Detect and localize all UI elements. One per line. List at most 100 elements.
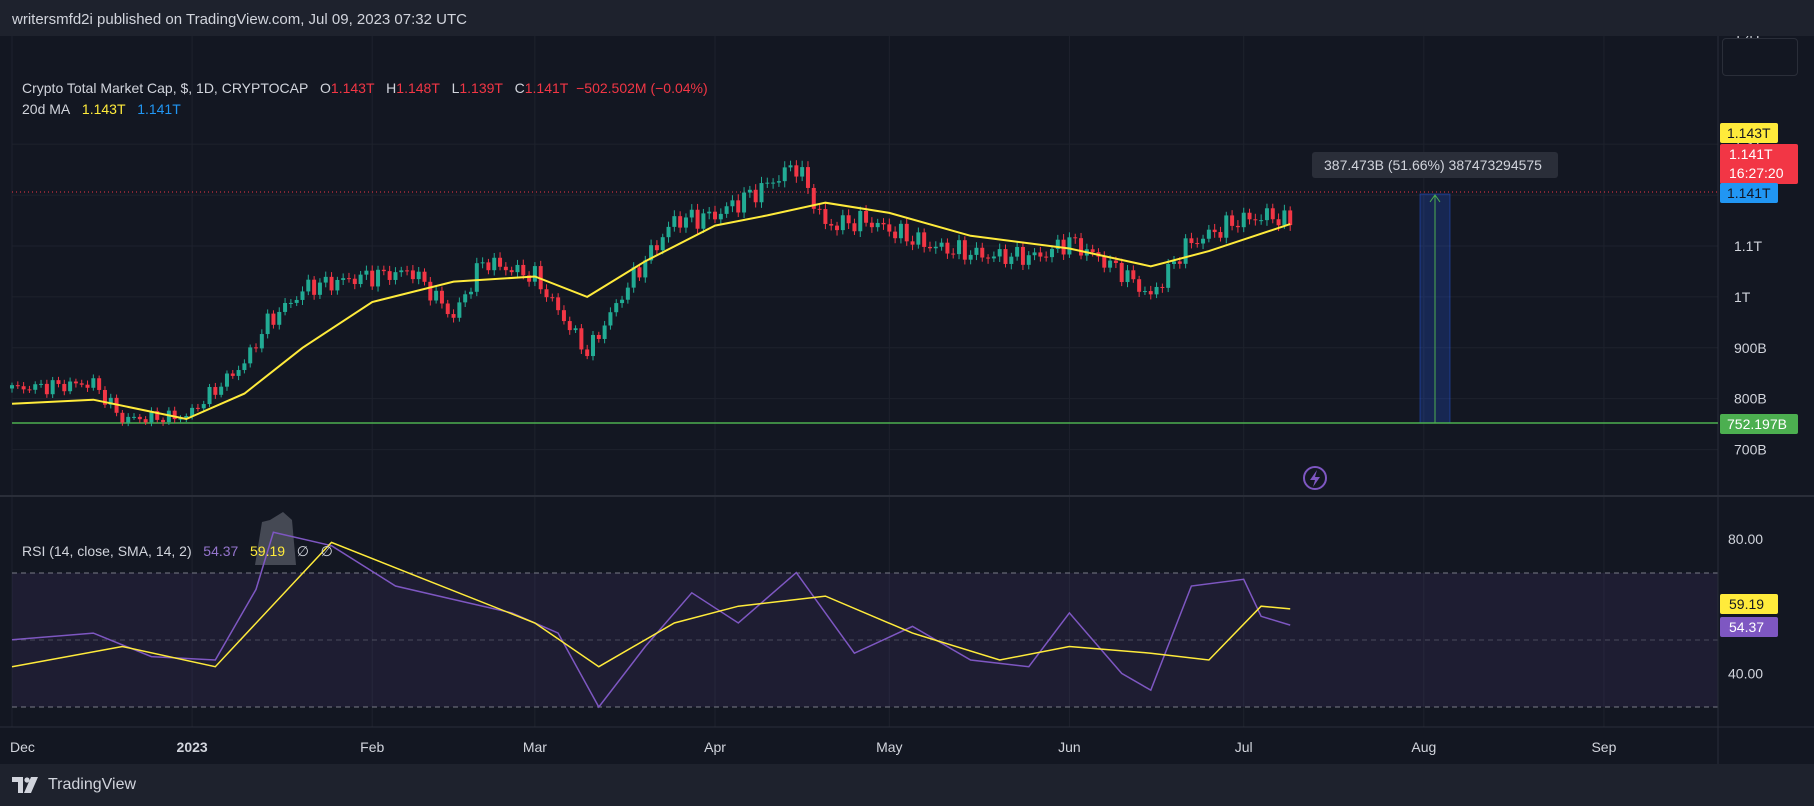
candle-body bbox=[695, 209, 700, 229]
symbol-title[interactable]: Crypto Total Market Cap, $, 1D, CRYPTOCA… bbox=[22, 80, 309, 96]
candle-body bbox=[1125, 270, 1130, 283]
candle-body bbox=[143, 419, 148, 423]
price-tick-label: 700B bbox=[1734, 442, 1767, 458]
candle-body bbox=[126, 416, 131, 423]
candle-body bbox=[782, 167, 787, 182]
candle-body bbox=[997, 249, 1002, 257]
rsi-legend-label[interactable]: RSI (14, close, SMA, 14, 2) bbox=[22, 543, 192, 559]
candle-body bbox=[1264, 208, 1269, 221]
time-tick-label: Aug bbox=[1411, 739, 1436, 755]
hline-price-tag-text: 752.197B bbox=[1727, 416, 1787, 432]
candle-body bbox=[1113, 260, 1118, 263]
candle-body bbox=[683, 217, 688, 228]
candle-body bbox=[765, 182, 770, 184]
candle-body bbox=[1003, 249, 1008, 264]
candle-body bbox=[62, 383, 67, 392]
candle-body bbox=[515, 264, 520, 273]
candle-body bbox=[852, 223, 857, 232]
candle-body bbox=[718, 213, 723, 220]
candle-body bbox=[794, 165, 799, 177]
rsi-value-tag: 54.37 bbox=[1720, 617, 1778, 637]
candle-body bbox=[56, 380, 61, 384]
ohlc-open-label: O bbox=[320, 80, 331, 96]
candle-body bbox=[1206, 229, 1211, 239]
candle-body bbox=[486, 262, 491, 271]
candle-body bbox=[161, 419, 166, 423]
candle-body bbox=[1177, 261, 1182, 264]
candle-body bbox=[416, 271, 421, 280]
chart-settings-button[interactable] bbox=[1722, 38, 1798, 76]
tradingview-logo-icon bbox=[12, 777, 38, 793]
main-legend[interactable]: Crypto Total Market Cap, $, 1D, CRYPTOCA… bbox=[22, 80, 708, 96]
candle-body bbox=[370, 270, 375, 287]
candle-body bbox=[823, 209, 828, 224]
candle-body bbox=[939, 242, 944, 247]
publish-bar: writersmfd2i published on TradingView.co… bbox=[0, 0, 1814, 36]
rsi-ma-line[interactable] bbox=[11, 541, 1291, 668]
candle-body bbox=[1276, 219, 1281, 226]
ohlc-change-value: −502.502M (−0.04%) bbox=[576, 80, 708, 96]
candle-body bbox=[341, 278, 346, 280]
candle-body bbox=[265, 313, 270, 335]
tradingview-logo[interactable]: TradingView bbox=[12, 775, 136, 795]
ma-20d-line[interactable] bbox=[11, 201, 1291, 421]
candle-body bbox=[591, 334, 595, 357]
candle-body bbox=[550, 297, 555, 299]
candle-body bbox=[1090, 249, 1095, 253]
candle-body bbox=[962, 240, 967, 260]
candle-body bbox=[1288, 210, 1293, 226]
candle-body bbox=[376, 269, 381, 287]
rsi-line[interactable] bbox=[11, 531, 1291, 709]
candle-body bbox=[259, 334, 264, 349]
rsi-legend-value: 54.37 bbox=[203, 543, 239, 559]
candle-body bbox=[1282, 210, 1287, 226]
price-tick-label: 800B bbox=[1734, 391, 1767, 407]
candle-body bbox=[666, 226, 671, 238]
rsi-value-tag-text: 54.37 bbox=[1729, 619, 1764, 635]
candle-body bbox=[875, 222, 880, 228]
candle-body bbox=[300, 291, 305, 300]
candle-body bbox=[980, 247, 985, 258]
candle-body bbox=[201, 404, 206, 409]
candle-body bbox=[631, 267, 636, 288]
candle-body bbox=[538, 266, 543, 290]
candle-body bbox=[254, 347, 259, 349]
candle-body bbox=[271, 313, 276, 325]
candle-body bbox=[288, 302, 293, 304]
candle-body bbox=[869, 222, 874, 228]
alert-lightning-button[interactable] bbox=[1303, 466, 1327, 490]
candle-body bbox=[1235, 225, 1240, 228]
lightning-bolt-icon[interactable] bbox=[1303, 466, 1327, 490]
candle-body bbox=[887, 224, 892, 232]
rsi-axis[interactable]: 40.00 80.00 bbox=[1728, 531, 1763, 681]
candle-body bbox=[1142, 291, 1147, 293]
candle-body bbox=[102, 389, 107, 405]
rsi-tick-label: 80.00 bbox=[1728, 531, 1763, 547]
rsi-legend-extra-2: ∅ bbox=[320, 543, 333, 559]
candle-body bbox=[927, 246, 932, 249]
ma-legend-label[interactable]: 20d MA bbox=[22, 101, 71, 117]
measure-arrow-head bbox=[1429, 194, 1441, 203]
rsi-ma-legend-value: 59.19 bbox=[250, 543, 286, 559]
time-axis[interactable]: Dec 2023 Feb Mar Apr May Jun Jul Aug Sep bbox=[10, 739, 1617, 755]
candle-body bbox=[846, 215, 851, 224]
candle-body bbox=[898, 223, 903, 239]
rsi-band bbox=[12, 573, 1718, 707]
candle-body bbox=[776, 181, 781, 183]
candle-body bbox=[457, 302, 462, 318]
candle-body bbox=[323, 276, 328, 283]
candlestick-series[interactable] bbox=[10, 160, 1293, 427]
candle-body bbox=[10, 385, 14, 389]
candle-body bbox=[974, 247, 979, 255]
candle-body bbox=[916, 232, 921, 245]
rsi-legend[interactable]: RSI (14, close, SMA, 14, 2) 54.37 59.19 … bbox=[22, 543, 333, 560]
ma-legend[interactable]: 20d MA 1.143T 1.141T bbox=[22, 101, 181, 117]
price-tick-label: 900B bbox=[1734, 340, 1767, 356]
candle-body bbox=[742, 192, 747, 213]
ohlc-low-value: 1.139T bbox=[459, 80, 503, 96]
time-tick-label: Feb bbox=[360, 739, 384, 755]
candle-body bbox=[492, 257, 497, 271]
